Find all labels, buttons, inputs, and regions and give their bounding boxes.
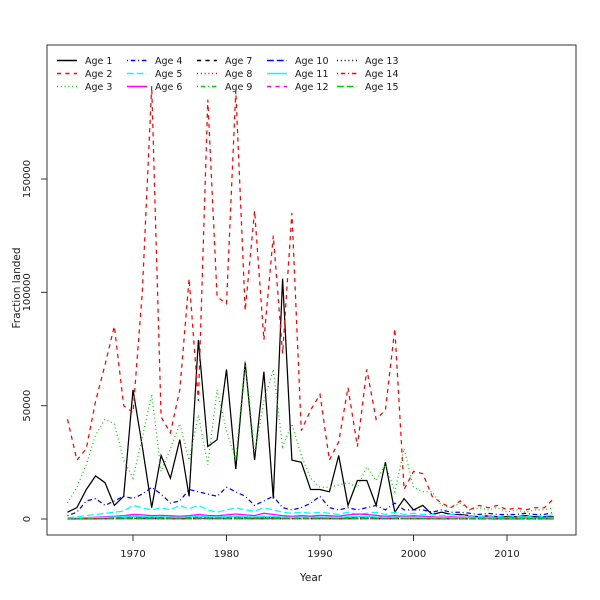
series-lines: [66, 86, 555, 520]
y-tick-label: 100000: [22, 273, 33, 311]
legend-label: Age 12: [295, 82, 328, 93]
x-axis: 1970 1980 1990 2000 2010: [120, 535, 520, 560]
legend-item-age-11: Age 11: [267, 69, 328, 80]
legend-item-age-12: Age 12: [267, 82, 328, 93]
plot-frame: [46, 44, 577, 536]
legend-label: Age 13: [365, 56, 398, 67]
legend-label: Age 8: [225, 69, 252, 80]
legend-label: Age 11: [295, 69, 328, 80]
legend-item-age-2: Age 2: [57, 69, 112, 80]
legend-label: Age 15: [365, 82, 398, 93]
legend-item-age-4: Age 4: [127, 56, 182, 67]
legend-item-age-7: Age 7: [197, 56, 252, 67]
x-axis-title: Year: [299, 572, 323, 584]
legend-label: Age 14: [365, 69, 398, 80]
x-tick-label: 2000: [401, 549, 426, 560]
y-tick-label: 50000: [22, 390, 33, 422]
legend-label: Age 9: [225, 82, 252, 93]
x-tick-label: 1980: [214, 549, 239, 560]
y-axis-title: Fraction landed: [11, 247, 23, 328]
y-tick-label: 0: [22, 516, 33, 522]
series-line-age-11: [67, 515, 554, 519]
legend-label: Age 1: [85, 56, 112, 67]
legend-item-age-15: Age 15: [337, 82, 398, 93]
legend-item-age-8: Age 8: [197, 69, 252, 80]
x-tick-label: 1970: [120, 549, 145, 560]
legend-item-age-10: Age 10: [267, 56, 328, 67]
legend-label: Age 3: [85, 82, 112, 93]
series-line-age-5: [67, 504, 554, 519]
legend: Age 1 Age 2 Age 3 Age 4 Age 5 Age 6 Age 7 Age 8…: [57, 56, 398, 93]
series-line-age-2: [66, 86, 555, 511]
legend-item-age-6: Age 6: [127, 82, 182, 93]
legend-label: Age 10: [295, 56, 328, 67]
x-tick-label: 2010: [494, 549, 519, 560]
legend-item-age-9: Age 9: [197, 82, 252, 93]
series-line-age-6: [67, 512, 554, 519]
legend-label: Age 2: [85, 69, 112, 80]
legend-item-age-5: Age 5: [127, 69, 182, 80]
series-line-age-4: [67, 486, 554, 517]
legend-item-age-14: Age 14: [337, 69, 398, 80]
y-tick-label: 150000: [22, 160, 33, 198]
legend-label: Age 4: [155, 56, 182, 67]
legend-label: Age 5: [155, 69, 182, 80]
legend-label: Age 6: [155, 82, 182, 93]
legend-label: Age 7: [225, 56, 252, 67]
x-tick-label: 1990: [307, 549, 332, 560]
legend-item-age-3: Age 3: [57, 82, 112, 93]
legend-item-age-1: Age 1: [57, 56, 112, 67]
legend-item-age-13: Age 13: [337, 56, 398, 67]
y-axis: 0 50000 100000 150000: [22, 160, 47, 522]
